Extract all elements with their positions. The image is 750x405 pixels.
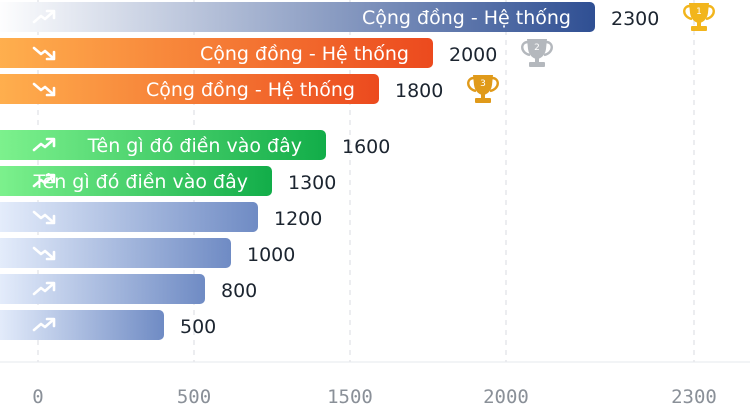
trend-down-icon — [32, 82, 56, 97]
bar — [0, 2, 595, 32]
trend-up-icon — [32, 281, 56, 296]
bar — [0, 166, 272, 196]
bar-value-label: 1800 — [395, 80, 443, 102]
bar-label: Tên gì đó điền vào đây — [87, 135, 302, 157]
bar-value-label: 1600 — [342, 136, 390, 158]
bar-value-label: 500 — [180, 316, 216, 338]
bar-row: 500 — [0, 310, 216, 340]
bar-value-label: 1200 — [274, 208, 322, 230]
bar — [0, 310, 164, 340]
trophy-icon: 3 — [467, 75, 499, 103]
x-tick-label: 2300 — [671, 386, 717, 405]
trend-down-icon — [32, 246, 56, 261]
bar-row: Cộng đồng - Hệ thống 1800 3 — [0, 74, 499, 104]
award-rank-label: 1 — [696, 7, 702, 17]
x-tick-label: 0 — [32, 386, 43, 405]
x-tick-label: 2000 — [483, 386, 529, 405]
bar — [0, 130, 326, 160]
trophy-icon: 2 — [521, 39, 553, 67]
bar — [0, 274, 205, 304]
bar-row: 1000 — [0, 238, 295, 268]
x-axis: 0 500 1500 2000 2300 — [32, 386, 717, 405]
bar-row: Cộng đồng - Hệ thống 2300 1 — [0, 2, 715, 32]
trend-up-icon — [32, 317, 56, 332]
bar — [0, 74, 379, 104]
trophy-icon: 1 — [683, 3, 715, 31]
bar — [0, 38, 433, 68]
trend-down-icon — [32, 46, 56, 61]
bar-label: Cộng đồng - Hệ thống — [146, 79, 355, 101]
bar-row: Tên gì đó điền vào đây 1300 — [0, 166, 336, 196]
trend-up-icon — [32, 137, 56, 152]
trend-up-icon — [32, 173, 56, 188]
bar — [0, 202, 258, 232]
trend-up-icon — [32, 9, 56, 24]
x-tick-label: 1500 — [327, 386, 373, 405]
award-rank-label: 3 — [480, 79, 486, 89]
bar-row: Cộng đồng - Hệ thống 2000 2 — [0, 38, 553, 68]
trend-down-icon — [32, 210, 56, 225]
x-tick-label: 500 — [177, 386, 211, 405]
bar-row: 800 — [0, 274, 257, 304]
bar-value-label: 2000 — [449, 44, 497, 66]
bar-value-label: 2300 — [611, 8, 659, 30]
bar-row: Tên gì đó điền vào đây 1600 — [0, 130, 390, 160]
bar-value-label: 1000 — [247, 244, 295, 266]
bar-label: Cộng đồng - Hệ thống — [362, 7, 571, 29]
award-rank-label: 2 — [534, 43, 540, 53]
bar-value-label: 1300 — [288, 172, 336, 194]
bar-row: 1200 — [0, 202, 322, 232]
bar-label: Cộng đồng - Hệ thống — [200, 43, 409, 65]
bar — [0, 238, 231, 268]
bar-label: Tên gì đó điền vào đây — [33, 171, 248, 193]
bar-value-label: 800 — [221, 280, 257, 302]
